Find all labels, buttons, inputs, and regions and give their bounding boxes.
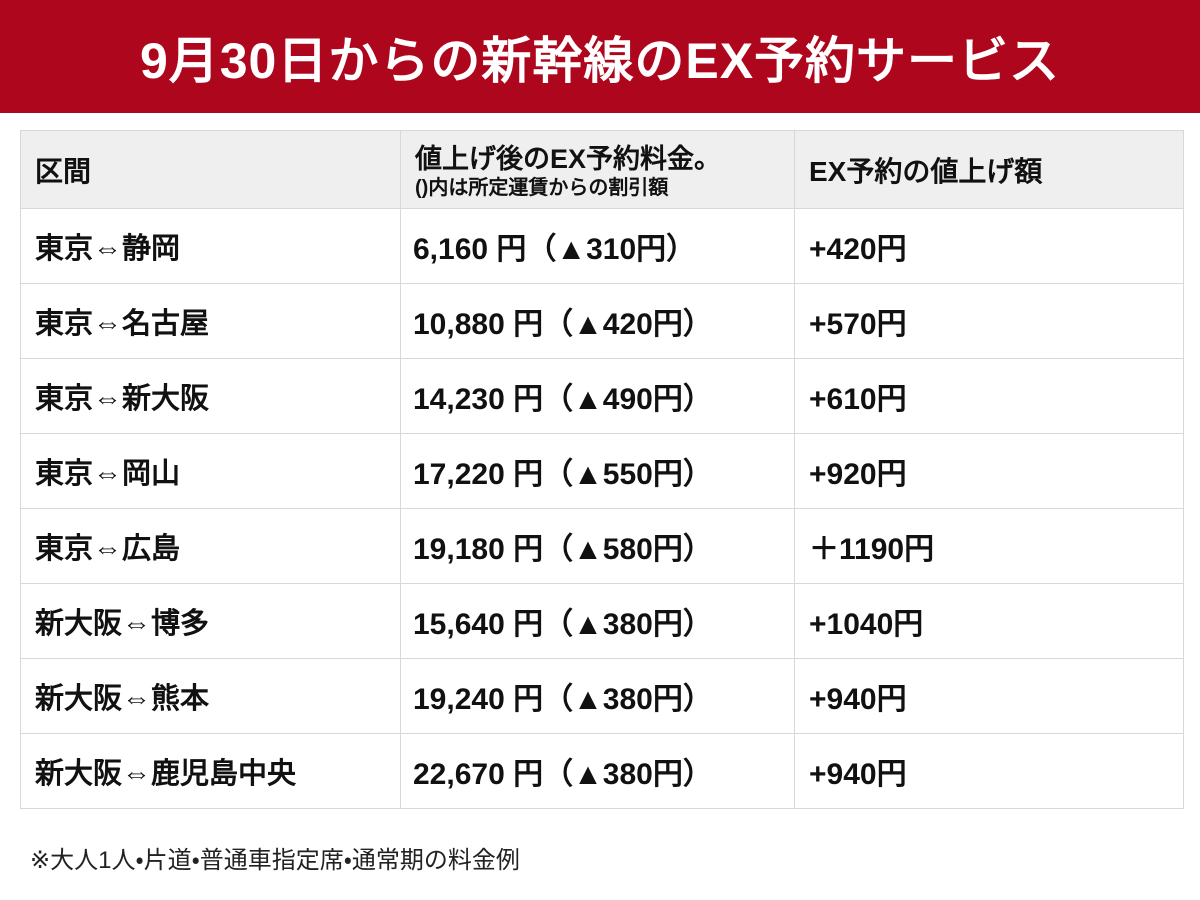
fare-cell: 19,240 円（▲380円） [400, 658, 795, 734]
fare-cell: 15,640 円（▲380円） [400, 583, 795, 659]
increase-cell: +940円 [794, 733, 1184, 809]
fare-cell: 10,880 円（▲420円） [400, 283, 795, 359]
route-cell: 新大阪⇔鹿児島中央 [20, 733, 401, 809]
increase-cell: +420円 [794, 208, 1184, 284]
route-cell: 東京⇔岡山 [20, 433, 401, 509]
route-cell: 新大阪⇔熊本 [20, 658, 401, 734]
increase-cell: ＋1190円 [794, 508, 1184, 584]
table-row: 東京⇔広島 19,180 円（▲580円） ＋1190円 [20, 508, 1184, 584]
header-row: 区間 値上げ後のEX予約料金。 ()内は所定運賃からの割引額 EX予約の値上げ額 [20, 130, 1184, 209]
fare-cell: 14,230 円（▲490円） [400, 358, 795, 434]
table-row: 東京⇔新大阪 14,230 円（▲490円） +610円 [20, 358, 1184, 434]
increase-cell: +570円 [794, 283, 1184, 359]
route-cell: 東京⇔静岡 [20, 208, 401, 284]
table-row: 東京⇔岡山 17,220 円（▲550円） +920円 [20, 433, 1184, 509]
increase-cell: +940円 [794, 658, 1184, 734]
route-cell: 新大阪⇔博多 [20, 583, 401, 659]
table-row: 新大阪⇔熊本 19,240 円（▲380円） +940円 [20, 658, 1184, 734]
table-row: 東京⇔静岡 6,160 円（▲310円） +420円 [20, 208, 1184, 284]
route-cell: 東京⇔名古屋 [20, 283, 401, 359]
fare-table-body: 東京⇔静岡 6,160 円（▲310円） +420円 東京⇔名古屋 10,880… [20, 208, 1184, 809]
table-row: 新大阪⇔鹿児島中央 22,670 円（▲380円） +940円 [20, 733, 1184, 809]
increase-cell: +920円 [794, 433, 1184, 509]
column-header-fare-subtitle: ()内は所定運賃からの割引額 [415, 176, 669, 199]
fare-table: 区間 値上げ後のEX予約料金。 ()内は所定運賃からの割引額 EX予約の値上げ額… [20, 130, 1184, 809]
increase-cell: +610円 [794, 358, 1184, 434]
fare-cell: 19,180 円（▲580円） [400, 508, 795, 584]
table-row: 東京⇔名古屋 10,880 円（▲420円） +570円 [20, 283, 1184, 359]
increase-cell: +1040円 [794, 583, 1184, 659]
fare-cell: 17,220 円（▲550円） [400, 433, 795, 509]
page-title: 9月30日からの新幹線のEX予約サービス [139, 32, 1061, 89]
footnote: ※大人1人・片道・普通車指定席・通常期の料金例 [30, 847, 520, 874]
fare-cell: 6,160 円（▲310円） [400, 208, 795, 284]
fare-table-header: 区間 値上げ後のEX予約料金。 ()内は所定運賃からの割引額 EX予約の値上げ額 [20, 130, 1184, 209]
fare-table-container: 区間 値上げ後のEX予約料金。 ()内は所定運賃からの割引額 EX予約の値上げ額… [20, 130, 1184, 809]
column-header-fare: 値上げ後のEX予約料金。 ()内は所定運賃からの割引額 [400, 130, 795, 209]
route-cell: 東京⇔広島 [20, 508, 401, 584]
fare-cell: 22,670 円（▲380円） [400, 733, 795, 809]
column-header-increase: EX予約の値上げ額 [794, 130, 1184, 209]
column-header-fare-title: 値上げ後のEX予約料金。 [415, 144, 722, 175]
route-cell: 東京⇔新大阪 [20, 358, 401, 434]
title-banner: 9月30日からの新幹線のEX予約サービス [0, 0, 1200, 113]
column-header-route: 区間 [20, 130, 401, 209]
table-row: 新大阪⇔博多 15,640 円（▲380円） +1040円 [20, 583, 1184, 659]
